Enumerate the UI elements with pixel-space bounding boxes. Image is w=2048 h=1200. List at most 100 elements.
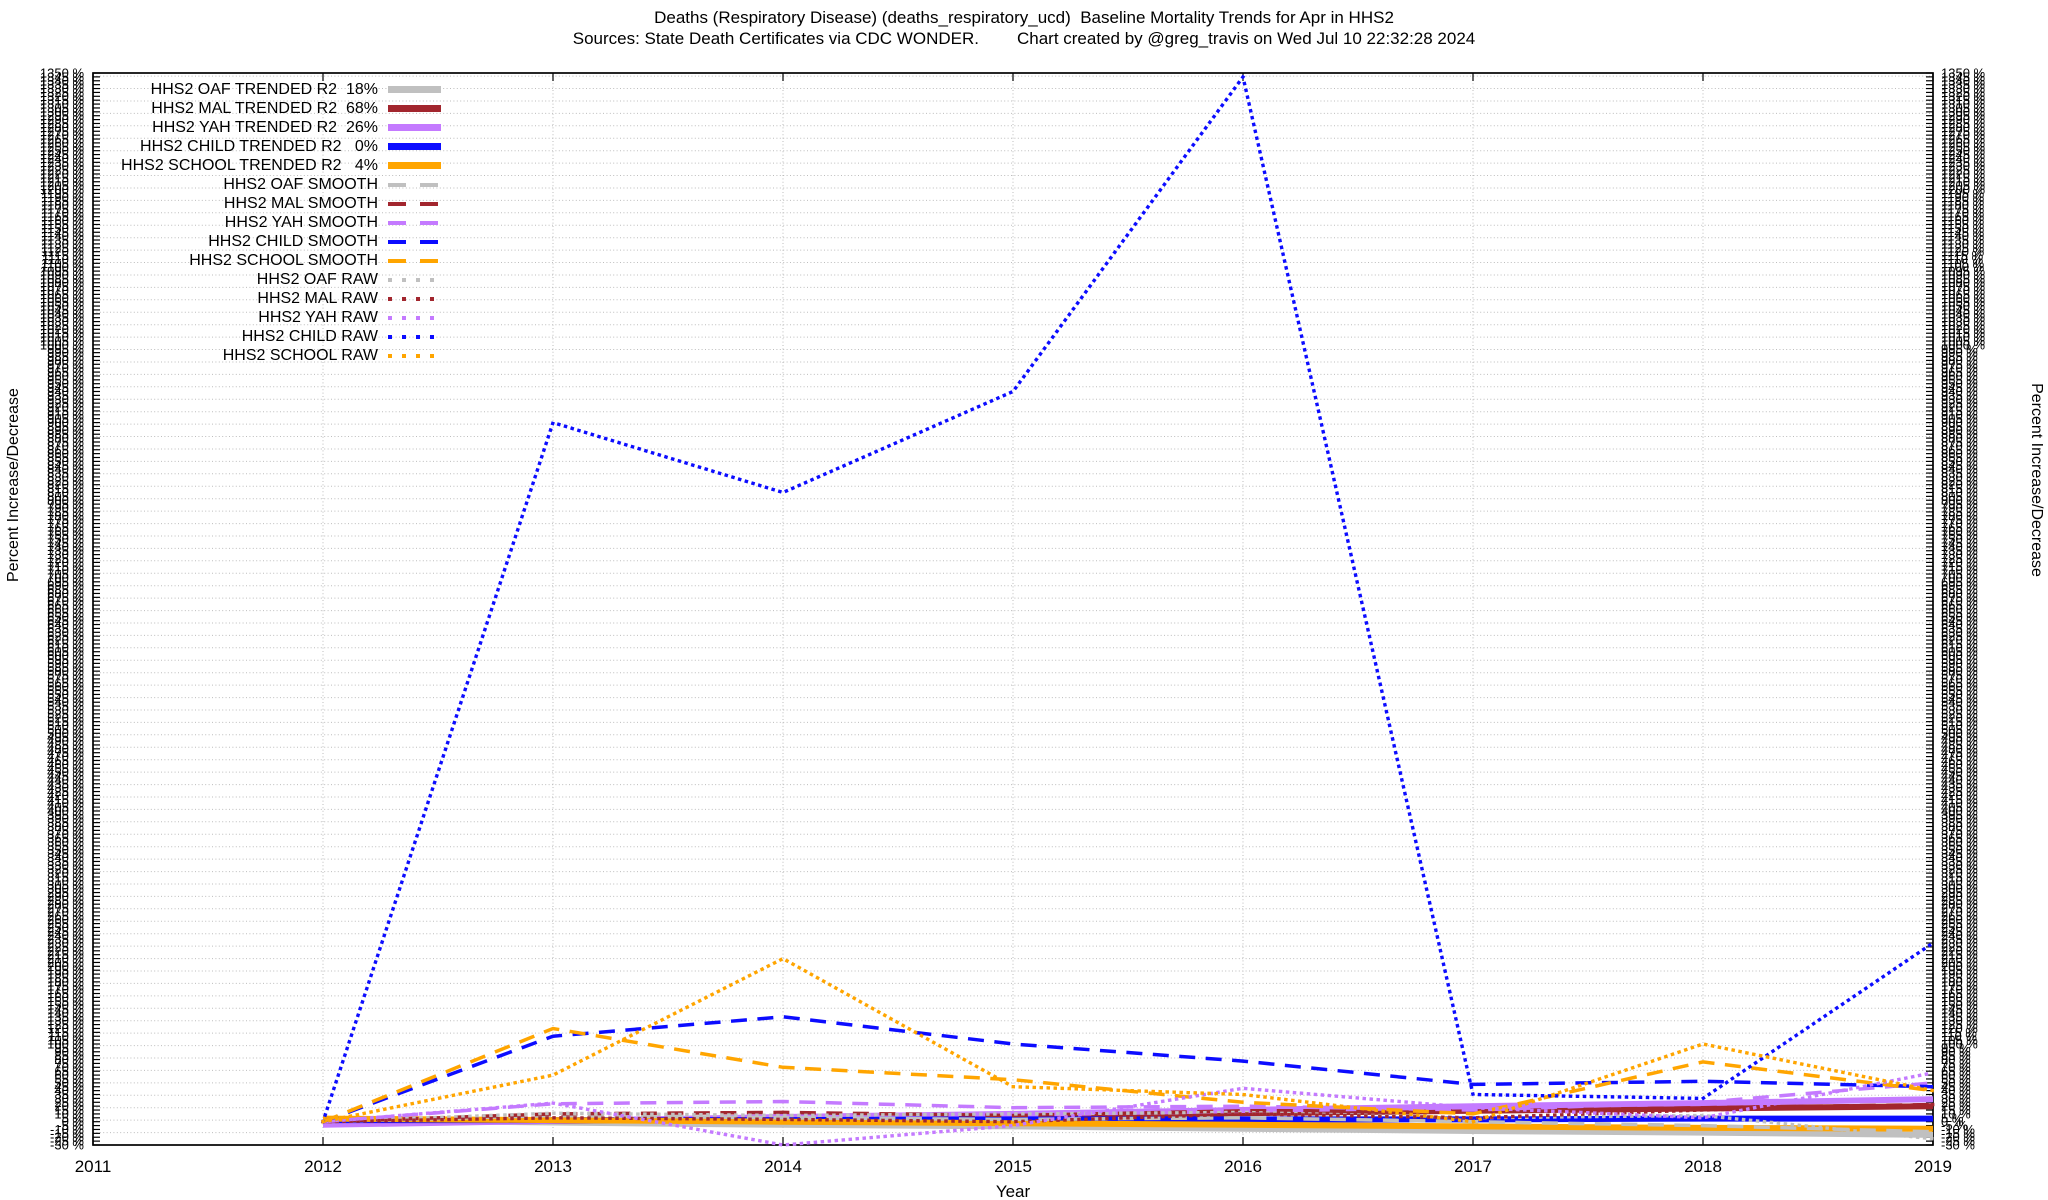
- y-tick-label-right: -10 %: [1941, 1122, 1975, 1137]
- y-tick-label-right: 950 %: [1941, 376, 1978, 391]
- y-tick-label-right: 405 %: [1941, 800, 1978, 815]
- y-tick-label-left: 800 %: [47, 493, 84, 508]
- y-tick-label-right: 1090 %: [1941, 268, 1986, 283]
- y-tick-label-left: 1280 %: [40, 120, 85, 135]
- y-tick-label-right: 570 %: [1941, 671, 1978, 686]
- y-tick-label-right: 895 %: [1941, 419, 1978, 434]
- y-tick-label-left: 335 %: [47, 854, 84, 869]
- legend-item: HHS2 SCHOOL SMOOTH: [48, 251, 441, 270]
- y-tick-label-right: 1045 %: [1941, 302, 1986, 317]
- y-tick-label-left: 940 %: [47, 384, 84, 399]
- y-tick-label-left: 1050 %: [40, 299, 85, 314]
- y-tick-label-left: 1230 %: [40, 159, 85, 174]
- y-tick-label-left: 315 %: [47, 870, 84, 885]
- legend-label: HHS2 YAH TRENDED R2 26%: [152, 118, 378, 136]
- y-tick-label-left: 210 %: [47, 951, 84, 966]
- y-tick-label-left: 645 %: [47, 613, 84, 628]
- legend-label: HHS2 SCHOOL SMOOTH: [189, 251, 378, 269]
- y-tick-label-left: 980 %: [47, 353, 84, 368]
- y-tick-label-left: 1165 %: [41, 209, 85, 224]
- y-tick-label-right: 960 %: [1941, 369, 1978, 384]
- y-tick-label-left: 815 %: [47, 481, 84, 496]
- y-tick-label-right: 470 %: [1941, 749, 1978, 764]
- y-tick-label-left: 1095 %: [40, 264, 85, 279]
- y-tick-label-left: 1125 %: [41, 240, 85, 255]
- y-tick-label-right: 65 %: [1941, 1064, 1971, 1079]
- y-tick-label-left: 725 %: [47, 551, 84, 566]
- y-tick-label-left: 760 %: [47, 524, 84, 539]
- y-tick-label-right: 855 %: [1941, 450, 1978, 465]
- y-tick-label-right: 1220 %: [1941, 167, 1986, 182]
- y-tick-label-left: 680 %: [47, 586, 84, 601]
- y-tick-label-right: 30 %: [1941, 1091, 1971, 1106]
- y-tick-label-right: 1260 %: [1941, 135, 1986, 150]
- y-tick-label-right: 0 %: [1941, 1114, 1964, 1129]
- y-tick-label-right: 1195 %: [1941, 186, 1985, 201]
- y-tick-label-right: 970 %: [1941, 361, 1978, 376]
- y-tick-label-left: 805 %: [47, 489, 84, 504]
- y-tick-label-right: 335 %: [1941, 854, 1978, 869]
- y-tick-label-left: 520 %: [47, 710, 84, 725]
- y-tick-label-right: 1140 %: [1941, 229, 1985, 244]
- y-tick-label-left: 610 %: [47, 640, 84, 655]
- y-tick-label-right: 650 %: [1941, 609, 1978, 624]
- y-tick-label-right: 1075 %: [1941, 279, 1986, 294]
- legend-swatch: [388, 105, 441, 112]
- y-tick-label-right: 460 %: [1941, 757, 1978, 772]
- y-tick-label-left: 295 %: [47, 885, 84, 900]
- y-tick-label-left: 1000 %: [40, 337, 85, 352]
- y-tick-label-right: 35 %: [1941, 1087, 1971, 1102]
- y-tick-label-right: 980 %: [1941, 353, 1978, 368]
- y-tick-label-right: 740 %: [1941, 539, 1978, 554]
- y-tick-label-left: 390 %: [47, 811, 84, 826]
- y-tick-label-right: 1125 %: [1941, 240, 1985, 255]
- y-tick-label-left: 1330 %: [40, 81, 85, 96]
- series-hhs2-yah-raw: [321, 1070, 1935, 1147]
- legend-label: HHS2 SCHOOL RAW: [222, 346, 378, 364]
- y-tick-label-left: 775 %: [47, 512, 84, 527]
- y-tick-label-right: 1080 %: [1941, 275, 1986, 290]
- y-tick-label-right: 280 %: [1941, 897, 1978, 912]
- y-tick-label-left: 1190 %: [41, 190, 85, 205]
- y-tick-label-right: 665 %: [1941, 598, 1978, 613]
- y-tick-label-left: 1270 %: [40, 128, 85, 143]
- y-tick-label-right: 1290 %: [1941, 112, 1986, 127]
- y-tick-label-left: 970 %: [47, 361, 84, 376]
- y-tick-label-right: 745 %: [1941, 536, 1978, 551]
- y-tick-label-right: 675 %: [1941, 590, 1978, 605]
- legend-swatch: [388, 86, 441, 93]
- y-tick-label-right: 1130 %: [1941, 236, 1985, 251]
- y-tick-label-left: 1240 %: [40, 151, 85, 166]
- y-tick-label-left: 285 %: [47, 893, 84, 908]
- y-tick-label-left: 1305 %: [40, 101, 85, 116]
- y-tick-label-right: 640 %: [1941, 617, 1978, 632]
- y-tick-label-left: 665 %: [47, 598, 84, 613]
- y-tick-label-left: 310 %: [47, 873, 84, 888]
- y-tick-label-left: 1105 %: [41, 256, 85, 271]
- y-tick-label-left: 810 %: [47, 485, 84, 500]
- y-tick-label-left: 950 %: [47, 376, 84, 391]
- y-tick-label-right: 1160 %: [1941, 213, 1985, 228]
- legend-swatch: [388, 201, 441, 206]
- y-tick-label-left: -30 %: [50, 1138, 84, 1153]
- y-tick-label-right: 60 %: [1941, 1068, 1971, 1083]
- y-tick-label-left: 1110 %: [42, 252, 85, 267]
- y-tick-label-left: 325 %: [47, 862, 84, 877]
- chart-subtitle: Sources: State Death Certificates via CD…: [0, 29, 2048, 49]
- y-tick-label-right: 465 %: [1941, 753, 1978, 768]
- y-tick-label-right: -20 %: [1941, 1130, 1975, 1145]
- y-tick-label-left: 1290 %: [40, 112, 85, 127]
- y-tick-label-right: 840 %: [1941, 462, 1978, 477]
- legend-label: HHS2 YAH SMOOTH: [224, 213, 378, 231]
- y-tick-label-right: 500 %: [1941, 726, 1978, 741]
- y-tick-label-left: 510 %: [47, 718, 84, 733]
- y-tick-label-left: 1135 %: [41, 233, 85, 248]
- legend-item: HHS2 CHILD SMOOTH: [48, 232, 441, 251]
- y-tick-label-right: 1205 %: [1941, 178, 1986, 193]
- y-tick-label-left: 1260 %: [40, 135, 85, 150]
- y-tick-label-right: 630 %: [1941, 625, 1978, 640]
- y-tick-label-right: 455 %: [1941, 761, 1978, 776]
- y-tick-label-left: 0 %: [62, 1114, 85, 1129]
- y-tick-label-left: 1285 %: [40, 116, 85, 131]
- y-tick-label-left: 365 %: [47, 831, 84, 846]
